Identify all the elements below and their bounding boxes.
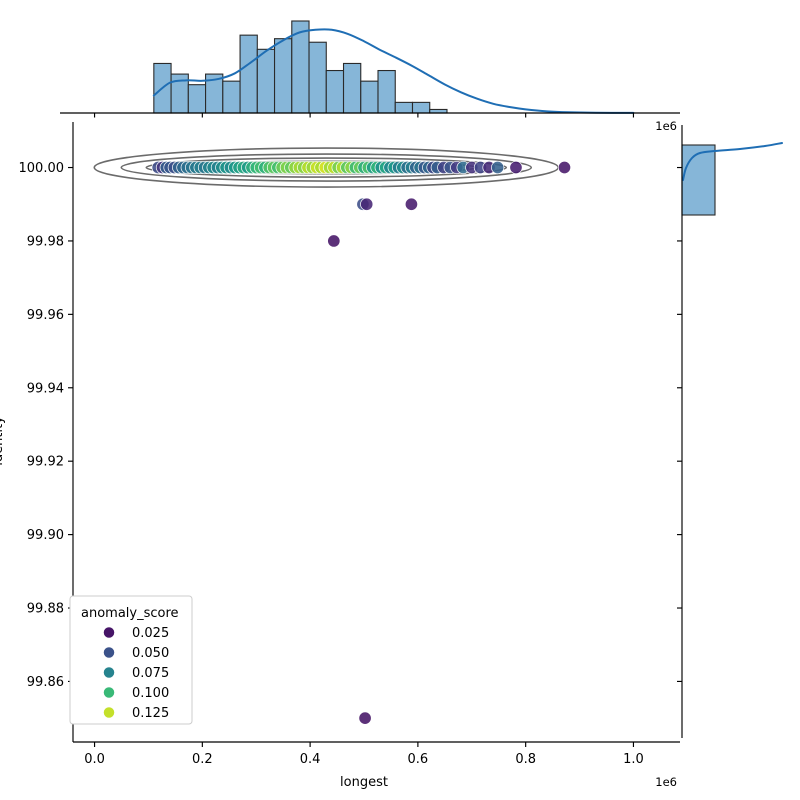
joint-x-ticks: 0.0 0.2 0.4 0.6 0.8 1.0 [84, 742, 644, 767]
y-tick-label: 100.00 [19, 161, 65, 176]
marginal-y-panel [670, 120, 800, 745]
legend-marker [103, 706, 115, 719]
x-tick-label: 1.0 [623, 752, 644, 767]
scatter-point[interactable] [360, 197, 374, 211]
scatter-points [151, 160, 572, 725]
legend-marker [103, 666, 115, 679]
x-tick-label: 0.2 [192, 752, 213, 767]
y-tick-label: 99.98 [27, 234, 64, 249]
marginal-y-kde-curve [682, 142, 783, 181]
x-tick-label: 0.4 [300, 752, 321, 767]
joint-plot-panel: 100.00 99.98 99.96 99.94 99.92 99.90 99.88 99.8… [0, 118, 690, 800]
legend-item[interactable]: 0.125 [103, 706, 169, 721]
y-axis-label: identity [0, 416, 6, 466]
legend-label: 0.125 [132, 706, 169, 721]
marginal-x-bar [411, 101, 431, 114]
marginal-x-bar [394, 101, 414, 114]
marginal-x-bar [187, 84, 207, 114]
marginal-x-bar [360, 80, 379, 114]
y-tick-label: 99.94 [27, 381, 64, 396]
scatter-point[interactable] [327, 234, 341, 248]
scatter-point[interactable] [509, 160, 523, 175]
legend-item[interactable]: 0.100 [103, 686, 169, 701]
x-tick-label: 0.8 [515, 752, 536, 767]
x-tick-label: 0.6 [408, 752, 429, 767]
y-tick-label: 99.86 [27, 675, 64, 690]
marginal-x-bar [273, 38, 293, 114]
legend-label: 0.075 [132, 666, 169, 681]
legend-item[interactable]: 0.075 [103, 666, 169, 681]
marginal-x-bar [325, 69, 345, 114]
x-axis-offset-text: 1e6 [655, 775, 677, 789]
y-tick-label: 99.90 [27, 528, 64, 543]
marginal-y-canvas [677, 125, 783, 738]
legend-marker [103, 626, 115, 639]
marginal-x-bar [342, 62, 362, 114]
joint-y-ticks: 100.00 99.98 99.96 99.94 99.92 99.90 99.88 99.8… [19, 161, 73, 690]
y-tick-label: 99.88 [27, 602, 64, 617]
marginal-x-bar [377, 69, 396, 114]
x-tick-label: 0.0 [84, 752, 105, 767]
legend-label: 0.025 [132, 626, 169, 641]
scatter-point[interactable] [404, 197, 418, 211]
joint-top-offset-text: 1e6 [655, 119, 677, 133]
kde-contour-ring [120, 153, 533, 182]
marginal-x-bars [153, 20, 448, 114]
legend-marker [103, 686, 115, 699]
joint-plot-canvas: 100.00 99.98 99.96 99.94 99.92 99.90 99.88 99.8… [0, 119, 680, 790]
y-tick-label: 99.92 [27, 455, 64, 470]
marginal-x-bar [308, 41, 327, 114]
legend-item[interactable]: 0.050 [103, 646, 169, 661]
legend-label: 0.050 [132, 646, 169, 661]
y-tick-label: 99.96 [27, 308, 64, 323]
marginal-x-canvas [60, 20, 680, 118]
legend-label: 0.100 [132, 686, 169, 701]
marginal-x-bar [256, 48, 276, 114]
marginal-x-bar [222, 80, 241, 114]
legend: anomaly_score 0.025 0.050 0.075 0.100 0.125 [69, 595, 193, 725]
scatter-point[interactable] [491, 160, 505, 175]
legend-item[interactable]: 0.025 [103, 626, 169, 641]
marginal-x-kde-curve [152, 28, 635, 114]
x-axis-label: longest [340, 775, 388, 790]
scatter-point[interactable] [358, 711, 372, 725]
marginal-x-bar [239, 34, 258, 114]
legend-title: anomaly_score [81, 606, 179, 621]
legend-marker [103, 646, 115, 659]
legend-box [69, 595, 193, 725]
scatter-point[interactable] [557, 160, 572, 175]
kde-contour-ring [145, 157, 508, 178]
marginal-x-panel [0, 0, 800, 125]
